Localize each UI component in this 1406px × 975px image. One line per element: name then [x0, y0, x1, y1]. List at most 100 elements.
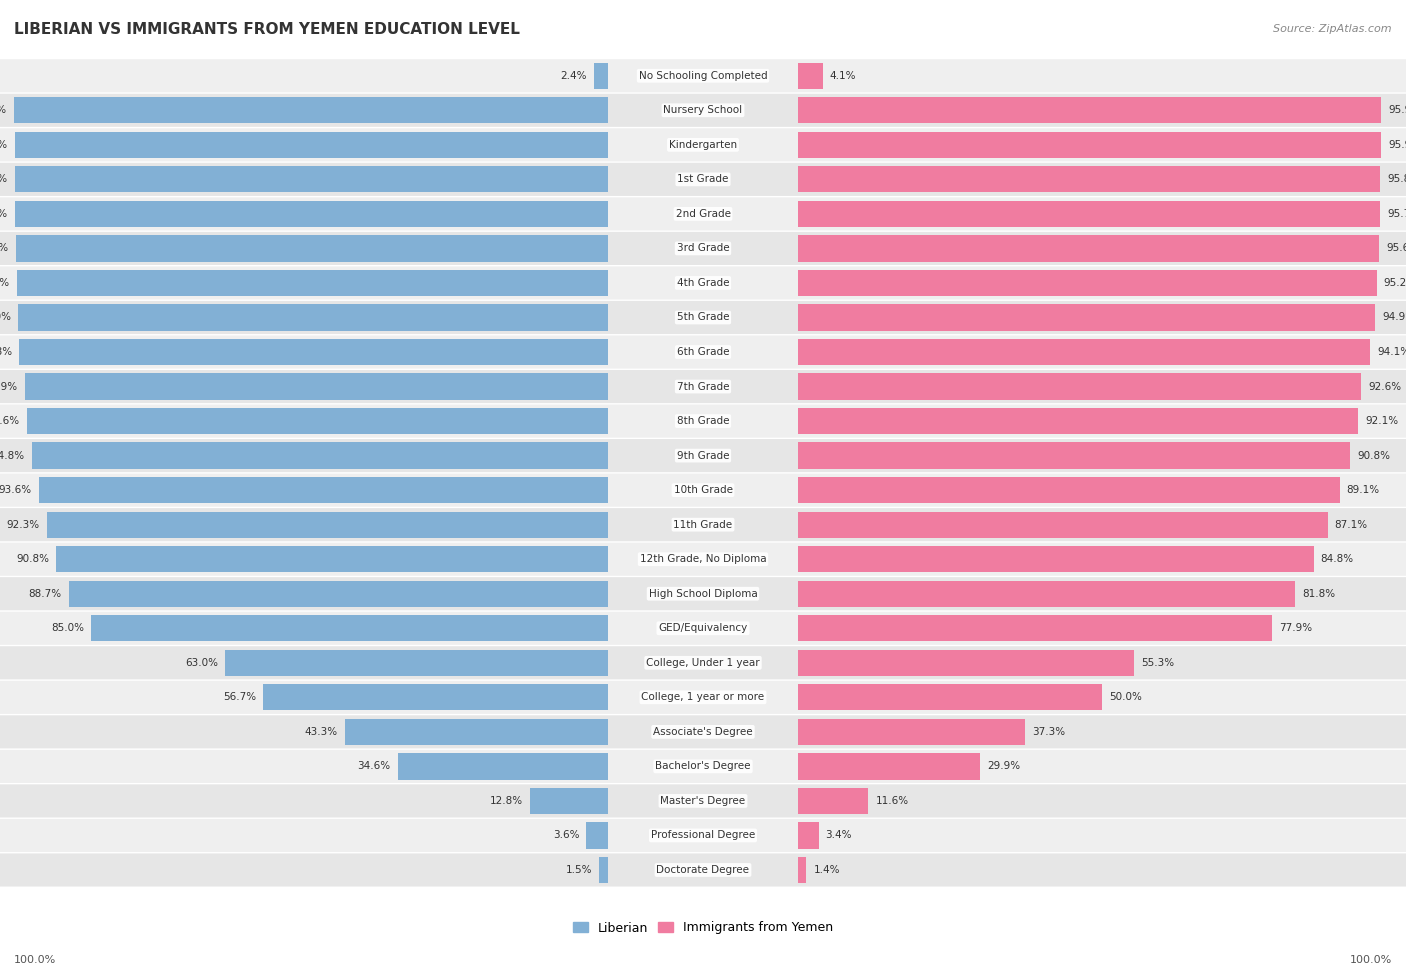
Text: 5th Grade: 5th Grade [676, 312, 730, 323]
Bar [398, 754, 609, 780]
Text: 95.9%: 95.9% [1388, 105, 1406, 115]
FancyBboxPatch shape [0, 750, 1406, 783]
Bar [599, 857, 609, 883]
Legend: Liberian, Immigrants from Yemen: Liberian, Immigrants from Yemen [568, 916, 838, 940]
Text: 34.6%: 34.6% [357, 761, 391, 771]
Bar [586, 822, 609, 848]
Text: 88.7%: 88.7% [28, 589, 62, 599]
Bar [799, 581, 1295, 606]
Text: 97.6%: 97.6% [0, 209, 7, 219]
Text: Source: ZipAtlas.com: Source: ZipAtlas.com [1274, 24, 1392, 34]
Bar [15, 235, 607, 261]
Text: College, 1 year or more: College, 1 year or more [641, 692, 765, 702]
Text: 89.1%: 89.1% [1347, 486, 1379, 495]
Text: Doctorate Degree: Doctorate Degree [657, 865, 749, 875]
Text: Associate's Degree: Associate's Degree [654, 726, 752, 737]
Bar [593, 62, 609, 89]
Bar [14, 132, 609, 158]
Text: 63.0%: 63.0% [186, 658, 218, 668]
FancyBboxPatch shape [0, 543, 1406, 576]
Bar [799, 166, 1381, 192]
FancyBboxPatch shape [0, 439, 1406, 472]
Text: 2nd Grade: 2nd Grade [675, 209, 731, 219]
Text: 1.4%: 1.4% [814, 865, 839, 875]
Text: 93.6%: 93.6% [0, 486, 32, 495]
Text: 4.1%: 4.1% [830, 71, 856, 81]
Bar [799, 270, 1376, 296]
Bar [799, 132, 1381, 158]
Text: 4th Grade: 4th Grade [676, 278, 730, 288]
Bar [56, 546, 607, 572]
Bar [799, 719, 1025, 745]
Bar [799, 822, 818, 848]
Bar [799, 754, 980, 780]
Text: 8th Grade: 8th Grade [676, 416, 730, 426]
Text: 95.2%: 95.2% [1384, 278, 1406, 288]
Text: 100.0%: 100.0% [14, 956, 56, 965]
FancyBboxPatch shape [0, 611, 1406, 644]
Text: 12th Grade, No Diploma: 12th Grade, No Diploma [640, 554, 766, 565]
Text: 95.8%: 95.8% [1388, 175, 1406, 184]
Bar [530, 788, 609, 814]
FancyBboxPatch shape [0, 197, 1406, 230]
Text: 29.9%: 29.9% [987, 761, 1019, 771]
Text: 50.0%: 50.0% [1109, 692, 1142, 702]
Bar [799, 546, 1313, 572]
Bar [799, 684, 1102, 711]
Text: Master's Degree: Master's Degree [661, 796, 745, 806]
Text: 97.6%: 97.6% [0, 175, 7, 184]
Text: Kindergarten: Kindergarten [669, 139, 737, 150]
FancyBboxPatch shape [0, 577, 1406, 610]
Text: 92.1%: 92.1% [1365, 416, 1398, 426]
Text: 95.9%: 95.9% [0, 381, 18, 392]
Bar [46, 512, 609, 538]
Text: 92.3%: 92.3% [7, 520, 39, 529]
FancyBboxPatch shape [0, 716, 1406, 749]
Text: No Schooling Completed: No Schooling Completed [638, 71, 768, 81]
Bar [14, 98, 607, 124]
FancyBboxPatch shape [0, 59, 1406, 93]
Text: 55.3%: 55.3% [1142, 658, 1174, 668]
Bar [91, 615, 607, 642]
Bar [799, 339, 1369, 366]
Text: 85.0%: 85.0% [51, 623, 84, 634]
Bar [799, 373, 1361, 400]
Text: Nursery School: Nursery School [664, 105, 742, 115]
FancyBboxPatch shape [0, 232, 1406, 265]
Text: Bachelor's Degree: Bachelor's Degree [655, 761, 751, 771]
Text: LIBERIAN VS IMMIGRANTS FROM YEMEN EDUCATION LEVEL: LIBERIAN VS IMMIGRANTS FROM YEMEN EDUCAT… [14, 21, 520, 37]
Text: 3.6%: 3.6% [553, 831, 579, 840]
Text: 10th Grade: 10th Grade [673, 486, 733, 495]
Text: 95.6%: 95.6% [1386, 244, 1406, 254]
Text: 2.4%: 2.4% [560, 71, 586, 81]
Text: 97.6%: 97.6% [0, 139, 7, 150]
FancyBboxPatch shape [0, 266, 1406, 299]
Text: 6th Grade: 6th Grade [676, 347, 730, 357]
FancyBboxPatch shape [0, 405, 1406, 438]
Bar [344, 719, 609, 745]
FancyBboxPatch shape [0, 129, 1406, 162]
FancyBboxPatch shape [0, 370, 1406, 403]
FancyBboxPatch shape [0, 474, 1406, 507]
Bar [14, 166, 609, 192]
Text: 95.6%: 95.6% [0, 416, 20, 426]
Text: 43.3%: 43.3% [305, 726, 337, 737]
Text: 12.8%: 12.8% [491, 796, 523, 806]
Bar [799, 857, 807, 883]
FancyBboxPatch shape [0, 819, 1406, 852]
Bar [31, 443, 609, 469]
Bar [25, 373, 609, 400]
Bar [799, 788, 869, 814]
Text: 90.8%: 90.8% [15, 554, 49, 565]
FancyBboxPatch shape [0, 163, 1406, 196]
Bar [799, 512, 1327, 538]
Text: 37.3%: 37.3% [1032, 726, 1064, 737]
Bar [20, 339, 609, 366]
Text: 90.8%: 90.8% [1357, 450, 1391, 460]
Text: 3rd Grade: 3rd Grade [676, 244, 730, 254]
Text: 1st Grade: 1st Grade [678, 175, 728, 184]
FancyBboxPatch shape [0, 853, 1406, 886]
Text: 97.7%: 97.7% [0, 105, 7, 115]
FancyBboxPatch shape [0, 94, 1406, 127]
Bar [799, 649, 1135, 676]
